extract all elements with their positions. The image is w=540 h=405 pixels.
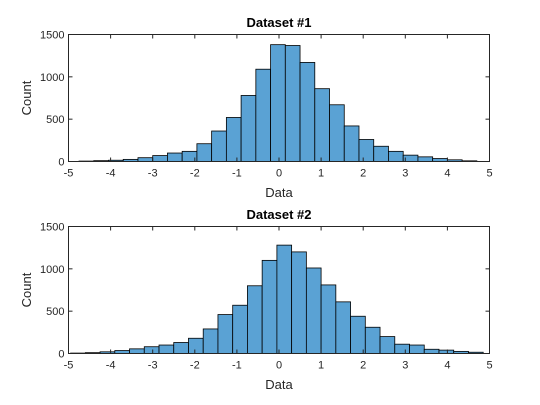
histogram-bar [291,251,307,354]
histogram-bar [320,284,337,354]
x-tick-label: -2 [190,360,200,372]
y-axis-label: Count [19,272,34,307]
histogram-bar [364,326,381,354]
histogram-bar [417,156,434,162]
histogram-bar [284,45,301,162]
x-tick-label: -4 [106,168,116,180]
histogram-bar [305,267,322,354]
histogram-bar [129,348,145,354]
y-axis-ticks: 0 500 1000 1500 [40,222,490,361]
chart-title: Dataset #1 [246,15,311,30]
histogram-bar [388,150,404,162]
histogram-bar [225,117,242,162]
x-tick-label: 1 [318,168,324,180]
x-tick-label: 5 [486,360,492,372]
y-axis-ticks: 0 500 1000 1500 [40,30,490,169]
histogram-bar [299,62,316,162]
x-tick-label: -1 [232,168,242,180]
x-axis-label: Data [265,377,293,392]
histogram-bar [255,68,271,162]
histogram-bar [329,104,345,162]
y-tick-label: 500 [46,306,64,318]
x-tick-label: 3 [402,168,408,180]
y-axis-label: Count [19,80,34,115]
histogram-bar [394,343,410,354]
x-tick-label: -1 [232,360,242,372]
y-tick-label: 500 [46,114,64,126]
histogram-bar [358,139,375,162]
histogram-bar [314,88,330,162]
x-tick-label: -3 [148,360,158,372]
histogram-bar [270,44,286,162]
histogram-bar [143,346,160,354]
histogram-bar [379,336,396,354]
histogram-bar [196,143,213,162]
x-axis-ticks: -5 -4 -3 -2 -1 0 1 2 3 4 5 [64,226,493,372]
histogram-bar [409,344,425,354]
x-tick-label: 4 [444,168,450,180]
y-tick-label: 0 [58,157,64,169]
x-tick-label: -2 [190,168,200,180]
chart-panel-dataset-2: Dataset #2 -5 -4 -3 -2 -1 0 1 2 3 4 5 0 500 1000 1500… [19,207,493,392]
histogram-bar [173,342,189,354]
histogram-bar [343,125,360,162]
x-tick-label: -5 [64,168,74,180]
histogram-bar [373,145,389,162]
histogram-bar [423,348,440,354]
histogram-bars [78,44,478,162]
x-tick-label: 4 [444,360,450,372]
histogram-bar [202,328,219,354]
histogram-bar [232,304,248,354]
y-tick-label: 1500 [40,30,64,42]
x-axis-ticks: -5 -4 -3 -2 -1 0 1 2 3 4 5 [64,34,493,180]
y-tick-label: 1500 [40,222,64,234]
x-tick-label: 2 [360,168,366,180]
x-axis-label: Data [265,185,293,200]
histogram-bar [217,314,234,354]
x-tick-label: 3 [402,360,408,372]
chart-title: Dataset #2 [246,207,311,222]
histogram-bar [152,155,168,162]
x-tick-label: -3 [148,168,158,180]
x-tick-label: 5 [486,168,492,180]
x-tick-label: -5 [64,360,74,372]
histogram-bar [137,157,154,162]
y-tick-label: 1000 [40,264,64,276]
histogram-bar [240,95,257,162]
histogram-bar [247,285,263,354]
x-tick-label: 0 [276,360,282,372]
y-tick-label: 1000 [40,72,64,84]
histogram-bar [261,259,278,354]
histogram-bar [276,244,293,354]
histogram-bar [350,315,366,354]
histogram-bar [158,344,175,354]
histogram-bar [335,301,351,354]
x-tick-label: 2 [360,360,366,372]
histogram-bar [188,337,204,354]
histogram-bar [167,152,183,162]
histogram-bars [70,244,484,354]
histogram-bar [211,130,227,162]
y-tick-label: 0 [58,349,64,361]
chart-panel-dataset-1: Dataset #1 -5 -4 -3 -2 -1 0 1 2 3 4 5 0 500 1000 1500… [19,15,493,200]
x-tick-label: 1 [318,360,324,372]
x-tick-label: -4 [106,360,116,372]
histogram-bar [438,349,455,354]
x-tick-label: 0 [276,168,282,180]
